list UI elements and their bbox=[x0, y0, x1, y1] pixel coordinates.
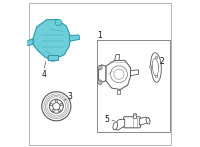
Ellipse shape bbox=[48, 55, 58, 61]
Circle shape bbox=[155, 56, 158, 59]
Circle shape bbox=[99, 81, 101, 83]
Circle shape bbox=[149, 66, 152, 68]
Circle shape bbox=[58, 109, 61, 112]
FancyBboxPatch shape bbox=[48, 55, 58, 60]
Polygon shape bbox=[131, 70, 139, 76]
Polygon shape bbox=[139, 117, 150, 125]
Circle shape bbox=[42, 92, 71, 121]
Circle shape bbox=[98, 80, 102, 84]
Circle shape bbox=[52, 109, 54, 112]
Circle shape bbox=[98, 66, 102, 70]
Circle shape bbox=[49, 99, 63, 113]
Circle shape bbox=[50, 103, 52, 106]
Circle shape bbox=[60, 103, 62, 106]
Ellipse shape bbox=[146, 118, 150, 124]
Text: 3: 3 bbox=[68, 92, 73, 101]
Circle shape bbox=[99, 67, 101, 69]
Polygon shape bbox=[133, 114, 136, 118]
Polygon shape bbox=[106, 60, 131, 90]
Polygon shape bbox=[33, 20, 70, 59]
Polygon shape bbox=[152, 59, 158, 76]
Circle shape bbox=[55, 100, 57, 102]
Polygon shape bbox=[69, 35, 80, 41]
Polygon shape bbox=[115, 119, 125, 130]
Polygon shape bbox=[151, 53, 161, 82]
Text: 1: 1 bbox=[97, 31, 102, 40]
Circle shape bbox=[55, 19, 62, 26]
Ellipse shape bbox=[113, 122, 118, 130]
Polygon shape bbox=[115, 55, 120, 60]
Polygon shape bbox=[26, 39, 33, 46]
Text: 4: 4 bbox=[42, 70, 46, 79]
FancyBboxPatch shape bbox=[124, 117, 140, 128]
Polygon shape bbox=[117, 90, 120, 94]
Ellipse shape bbox=[133, 113, 136, 115]
Text: 2: 2 bbox=[160, 57, 164, 66]
Circle shape bbox=[53, 103, 60, 110]
Circle shape bbox=[155, 75, 158, 78]
Text: 5: 5 bbox=[104, 115, 109, 124]
Polygon shape bbox=[99, 65, 106, 82]
